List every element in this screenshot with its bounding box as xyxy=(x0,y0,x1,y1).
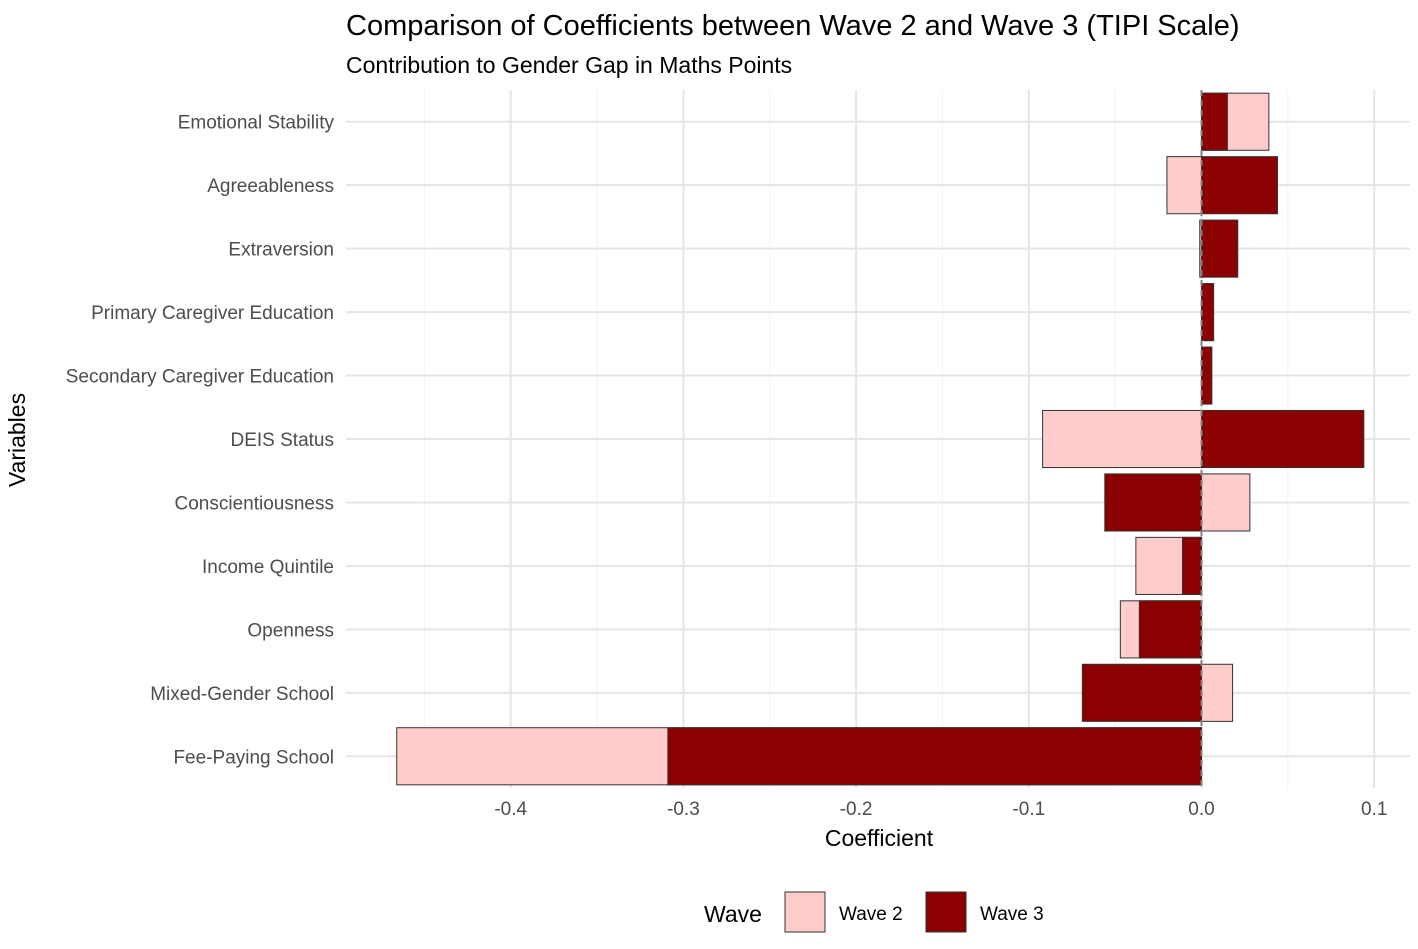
category-label: Primary Caregiver Education xyxy=(91,303,334,324)
bar-wave-3 xyxy=(1104,473,1202,532)
bar-wave-3 xyxy=(1138,600,1203,659)
bar-wave-3 xyxy=(1201,346,1213,405)
x-tick-label: 0.1 xyxy=(1361,799,1387,820)
category-label: Extraversion xyxy=(228,240,334,261)
category-label: Secondary Caregiver Education xyxy=(66,367,334,388)
bar-wave-3 xyxy=(1201,92,1228,151)
category-label: Agreeableness xyxy=(207,176,334,197)
bar-wave-2 xyxy=(1201,473,1251,532)
category-label: Fee-Paying School xyxy=(173,747,334,768)
bar-wave-3 xyxy=(1201,409,1365,469)
x-tick-label: -0.1 xyxy=(1012,799,1045,820)
category-label: Conscientiousness xyxy=(175,493,334,514)
x-tick-label: -0.4 xyxy=(494,799,527,820)
chart-subtitle: Contribution to Gender Gap in Maths Poin… xyxy=(346,52,792,78)
category-label: Openness xyxy=(247,620,334,641)
bar-wave-2 xyxy=(1042,409,1202,469)
category-label: Emotional Stability xyxy=(178,113,335,134)
category-label: Mixed-Gender School xyxy=(150,684,334,705)
legend-swatch-wave-3 xyxy=(925,891,967,933)
bar-wave-2 xyxy=(1201,663,1234,722)
bar-wave-2 xyxy=(1166,156,1202,215)
category-labels: Emotional Stability Agreeableness Extraver… xyxy=(66,113,335,769)
legend-label-wave-3: Wave 3 xyxy=(980,904,1044,925)
legend-title: Wave xyxy=(704,901,762,927)
y-axis-title: Variables xyxy=(4,393,30,487)
x-tick-label: -0.2 xyxy=(840,799,873,820)
bar-wave-3 xyxy=(1081,663,1203,722)
category-label: DEIS Status xyxy=(231,430,335,451)
legend-label-wave-2: Wave 2 xyxy=(839,904,903,925)
bar-wave-3 xyxy=(1201,219,1239,278)
bars xyxy=(396,92,1365,786)
legend-swatch-wave-2 xyxy=(784,891,826,933)
x-tick-label: -0.3 xyxy=(667,799,700,820)
x-tick-label: 0.0 xyxy=(1188,799,1214,820)
bar-wave-3 xyxy=(1201,283,1215,342)
category-label: Income Quintile xyxy=(202,557,334,578)
bar-wave-3 xyxy=(1201,156,1278,215)
bar-wave-3 xyxy=(1182,536,1203,595)
x-axis-title: Coefficient xyxy=(825,825,934,851)
bar-wave-3 xyxy=(667,727,1202,786)
chart-title: Comparison of Coefficients between Wave … xyxy=(346,10,1240,42)
x-tick-labels: -0.4 -0.3 -0.2 -0.1 0.0 0.1 xyxy=(494,799,1387,820)
legend: Wave Wave 2 Wave 3 xyxy=(704,891,1044,933)
